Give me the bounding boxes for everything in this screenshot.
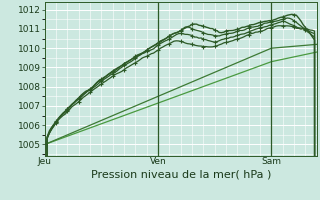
X-axis label: Pression niveau de la mer( hPa ): Pression niveau de la mer( hPa ) [91,169,271,179]
